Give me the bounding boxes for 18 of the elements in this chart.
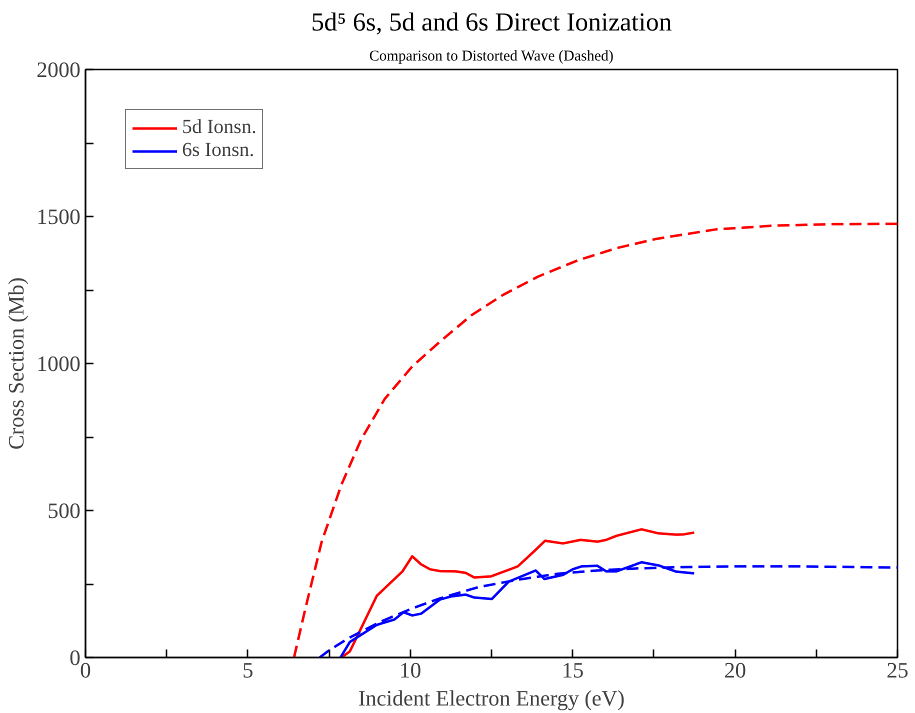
x-tick-label: 5 — [242, 658, 254, 682]
legend-label: 5d Ionsn. — [182, 116, 256, 139]
y-tick-label: 1500 — [36, 204, 80, 229]
line-series — [292, 222, 898, 658]
line-series — [340, 528, 696, 658]
x-tick-label: 10 — [399, 658, 422, 682]
y-tick-label: 2000 — [36, 57, 80, 82]
chart-subtitle: Comparison to Distorted Wave (Dashed) — [369, 48, 614, 64]
x-tick-label: 15 — [562, 658, 584, 682]
x-tick-label: 20 — [724, 658, 746, 682]
legend-label: 6s Ionsn. — [182, 139, 254, 162]
x-axis-title: Incident Electron Energy (eV) — [358, 686, 625, 710]
chart-title: 5d⁵ 6s, 5d and 6s Direct Ionization — [311, 8, 672, 36]
x-tick-label: 25 — [886, 658, 908, 682]
y-axis-title: Cross Section (Mb) — [4, 277, 28, 450]
y-tick-label: 500 — [48, 498, 80, 523]
y-tick-label: 1000 — [36, 351, 80, 376]
line-series — [318, 565, 898, 658]
